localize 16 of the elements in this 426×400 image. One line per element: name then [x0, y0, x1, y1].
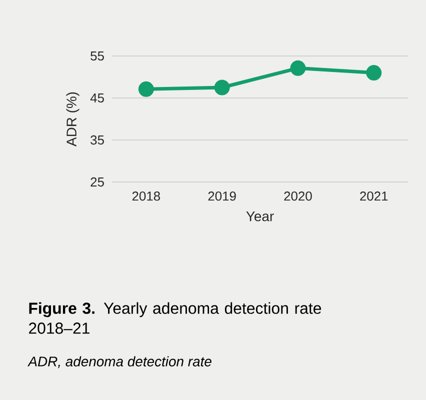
x-tick-label: 2018	[132, 192, 160, 201]
point	[366, 65, 382, 81]
y-tick-label: 45	[90, 93, 104, 103]
text: Figure 3. Yearly adenoma detection rate 2018–21	[28, 302, 322, 334]
text: ADR, adenoma detection rate	[28, 356, 212, 368]
x-tick-label: 2019	[208, 192, 236, 201]
y-tick-label: 35	[90, 135, 104, 145]
y-axis-title: ADR (%)	[66, 92, 80, 146]
point	[290, 60, 306, 76]
x-tick-label: 2021	[360, 192, 388, 201]
point	[214, 80, 230, 96]
point	[138, 81, 154, 97]
y-tick-label: 55	[90, 51, 104, 61]
x-tick-label: 2020	[284, 192, 312, 201]
x-axis-title: Year	[246, 212, 274, 222]
y-tick-label: 25	[90, 177, 104, 187]
